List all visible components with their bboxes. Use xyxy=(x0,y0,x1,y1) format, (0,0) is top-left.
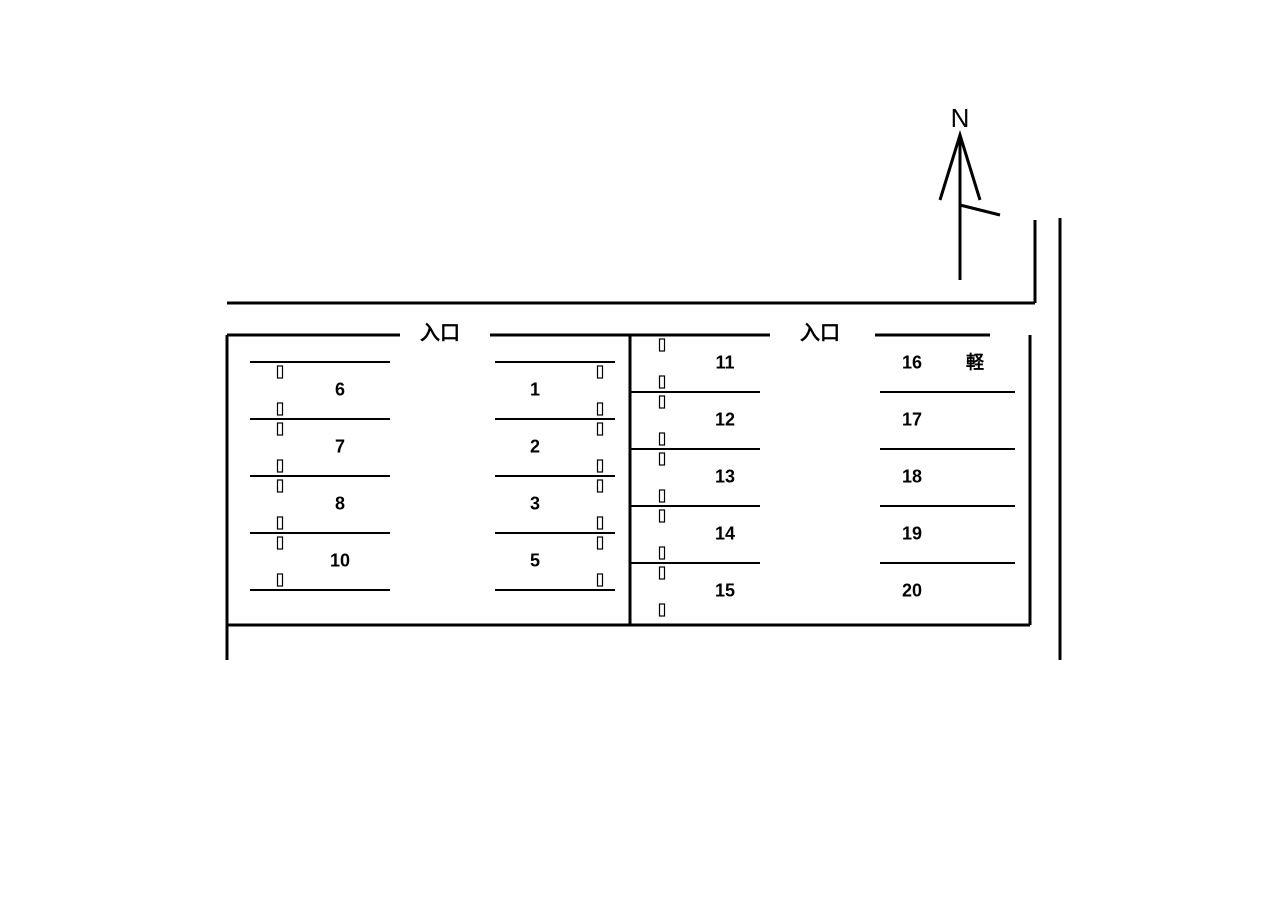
slot-label-5: 5 xyxy=(530,550,540,570)
slot-label-16: 16 xyxy=(902,352,922,372)
wheel-stop-marker xyxy=(278,460,283,472)
slot-label-1: 1 xyxy=(530,379,540,399)
wheel-stop-marker xyxy=(598,480,603,492)
wheel-stop-marker xyxy=(278,403,283,415)
entrance-label: 入口 xyxy=(420,321,460,344)
wheel-stop-marker xyxy=(660,604,665,616)
wheel-stop-marker xyxy=(598,403,603,415)
slot-label-2: 2 xyxy=(530,436,540,456)
slot-label-15: 15 xyxy=(715,580,735,600)
slot-label-6: 6 xyxy=(335,379,345,399)
wheel-stop-marker xyxy=(660,510,665,522)
slot-label-10: 10 xyxy=(330,550,350,570)
wheel-stop-marker xyxy=(660,433,665,445)
slot-label-11: 11 xyxy=(715,352,734,372)
wheel-stop-marker xyxy=(660,547,665,559)
wheel-stop-marker xyxy=(660,396,665,408)
wheel-stop-marker xyxy=(660,453,665,465)
slot-label-12: 12 xyxy=(715,409,735,429)
slot-label-7: 7 xyxy=(335,436,345,456)
compass-tick xyxy=(960,205,1000,215)
slot-label-20: 20 xyxy=(902,580,922,600)
wheel-stop-marker xyxy=(660,490,665,502)
wheel-stop-marker xyxy=(278,537,283,549)
wheel-stop-marker xyxy=(278,574,283,586)
wheel-stop-marker xyxy=(598,517,603,529)
parking-diagram: N入口入口67810123511121314151617181920軽 xyxy=(0,0,1278,904)
slot-label-17: 17 xyxy=(902,409,922,429)
wheel-stop-marker xyxy=(598,460,603,472)
wheel-stop-marker xyxy=(278,517,283,529)
compass-label: N xyxy=(951,103,970,133)
wheel-stop-marker xyxy=(278,423,283,435)
slot-label-19: 19 xyxy=(902,523,922,543)
wheel-stop-marker xyxy=(598,537,603,549)
slot-label-3: 3 xyxy=(530,493,540,513)
wheel-stop-marker xyxy=(660,376,665,388)
wheel-stop-marker xyxy=(598,574,603,586)
slot-label-13: 13 xyxy=(715,466,735,486)
wheel-stop-marker xyxy=(598,366,603,378)
wheel-stop-marker xyxy=(278,366,283,378)
wheel-stop-marker xyxy=(278,480,283,492)
slot-label-8: 8 xyxy=(335,493,345,513)
wheel-stop-marker xyxy=(598,423,603,435)
slot-label-18: 18 xyxy=(902,466,922,486)
slot-tag-kei: 軽 xyxy=(966,351,985,372)
entrance-label: 入口 xyxy=(800,321,840,344)
wheel-stop-marker xyxy=(660,339,665,351)
slot-label-14: 14 xyxy=(715,523,735,543)
wheel-stop-marker xyxy=(660,567,665,579)
